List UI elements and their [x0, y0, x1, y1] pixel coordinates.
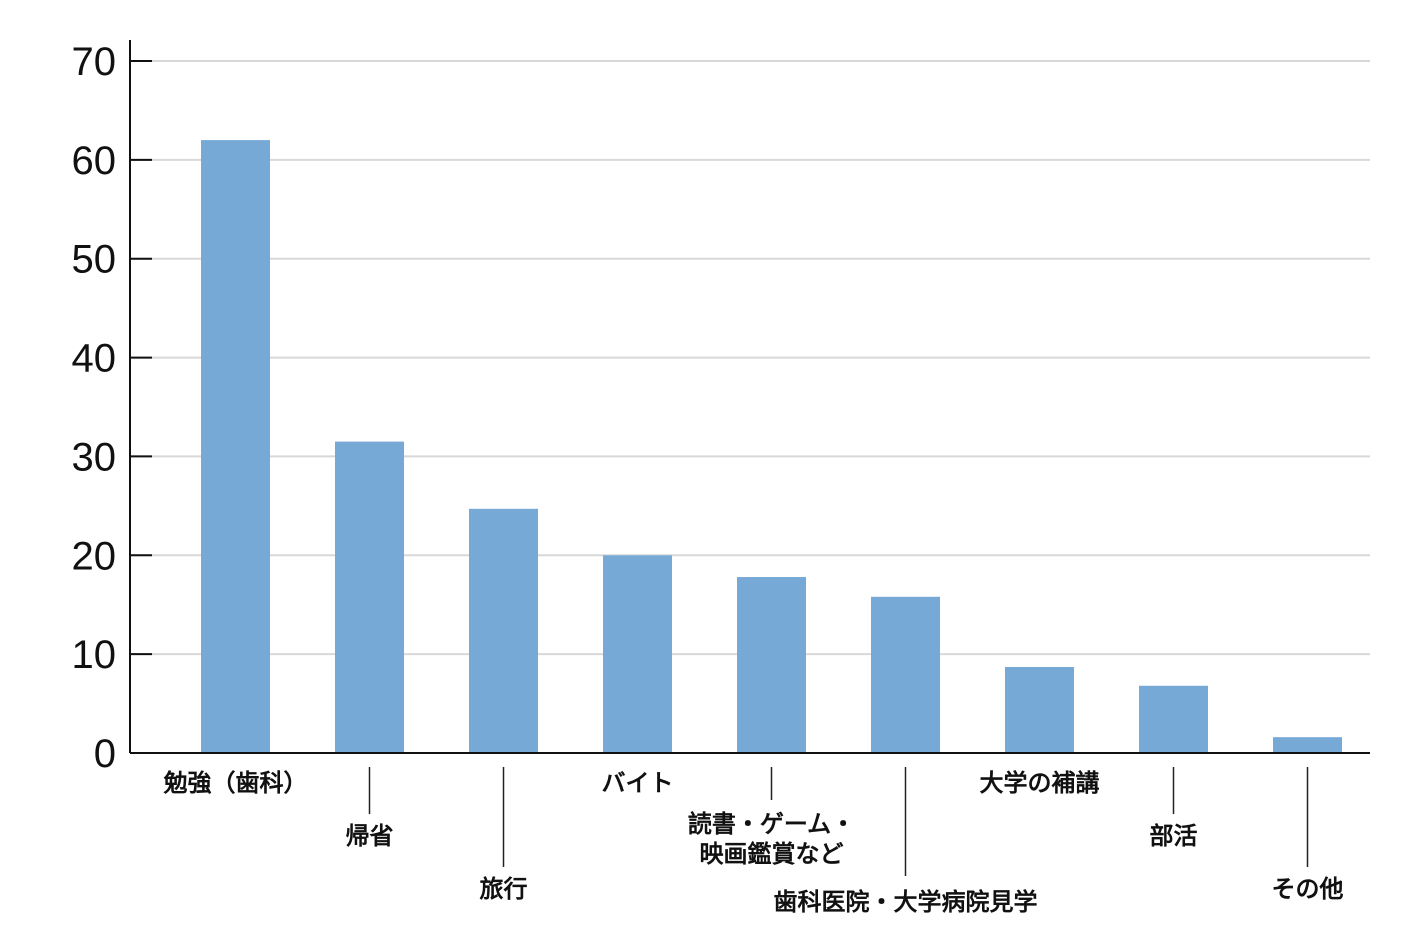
x-category-label-line: 大学の補講 [980, 769, 1100, 797]
x-category-label: 大学の補講 [980, 769, 1100, 797]
bar [871, 596, 940, 753]
x-category-label-line: 旅行 [480, 875, 528, 903]
x-category-label-line: その他 [1272, 875, 1344, 903]
bar [603, 555, 672, 753]
x-category-label: 歯科医院・大学病院見学 [774, 888, 1038, 916]
bar [335, 441, 404, 753]
axes [129, 40, 1370, 754]
x-category-label-line: バイト [602, 769, 674, 797]
x-category-label: 勉強（歯科） [163, 769, 308, 797]
x-category-label: 旅行 [480, 875, 528, 903]
gridlines [130, 60, 1370, 656]
x-category-label-line: 部活 [1150, 822, 1198, 850]
bar [469, 508, 538, 753]
bar [737, 577, 806, 753]
x-category-label: その他 [1272, 875, 1344, 903]
y-tick-label: 60 [72, 139, 117, 183]
x-category-label-line: 帰省 [346, 822, 394, 850]
bar [201, 140, 270, 754]
x-category-label: 帰省 [346, 822, 394, 850]
y-tick-label: 30 [72, 435, 117, 479]
x-category-label: 部活 [1150, 822, 1198, 850]
y-axis-ticks: 0 10 20 30 40 50 60 70 [72, 40, 152, 776]
y-tick-label: 50 [72, 238, 117, 282]
x-category-label-line: 映画鑑賞など [700, 840, 844, 868]
bar [1273, 737, 1342, 753]
x-category-label: バイト [602, 769, 674, 797]
bar [1139, 685, 1208, 753]
bar [1005, 666, 1074, 753]
y-tick-label: 70 [72, 40, 117, 84]
y-tick-label: 10 [72, 633, 117, 677]
y-tick-label: 0 [94, 732, 116, 776]
bars [201, 140, 1342, 754]
y-tick-label: 40 [72, 337, 117, 381]
x-category-label-line: 歯科医院・大学病院見学 [774, 888, 1038, 916]
x-category-label: 読書・ゲーム・映画鑑賞など [688, 810, 855, 868]
x-category-label-line: 読書・ゲーム・ [688, 810, 855, 838]
y-tick-label: 20 [72, 534, 117, 578]
x-category-label-line: 勉強（歯科） [163, 769, 308, 797]
